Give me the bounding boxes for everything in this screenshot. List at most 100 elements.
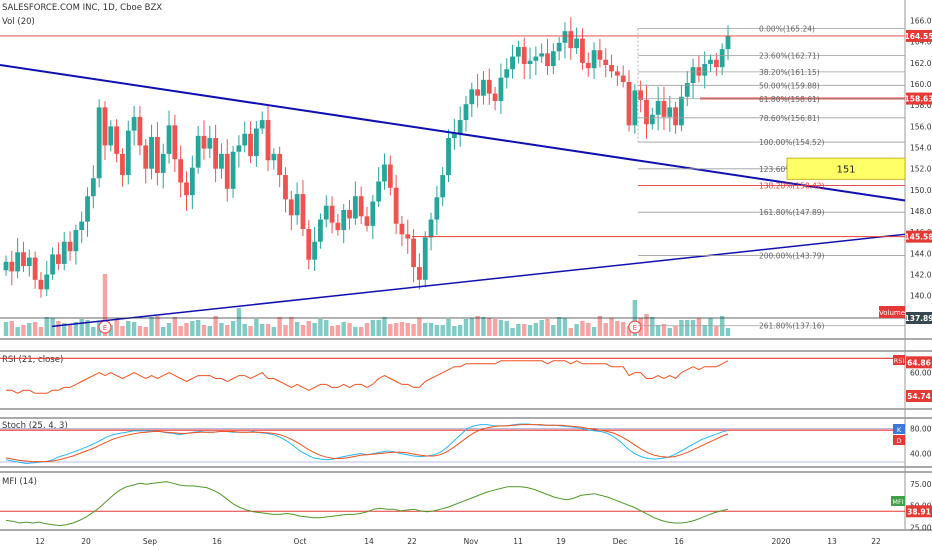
- candle-body: [428, 219, 434, 238]
- volume-bar: [102, 274, 108, 336]
- candle-body: [492, 93, 498, 101]
- volume-bar: [149, 317, 154, 336]
- volume-bar: [248, 326, 253, 336]
- candle-body: [102, 107, 108, 146]
- candle-body: [85, 196, 90, 222]
- time-tick-label: 22: [407, 537, 417, 546]
- volume-bar: [568, 328, 573, 336]
- candle-body: [696, 67, 702, 76]
- candle-body: [679, 96, 684, 126]
- candle-body: [690, 67, 696, 84]
- volume-bar: [469, 318, 475, 336]
- candle-body: [271, 153, 277, 161]
- candle-body: [719, 49, 725, 68]
- time-tick-label: 20: [81, 537, 91, 546]
- volume-bar: [242, 324, 247, 336]
- stoch-d-tag-bg: [893, 435, 905, 445]
- volume-bar: [161, 327, 166, 336]
- volume-bar: [131, 322, 137, 336]
- volume-bar: [236, 308, 242, 336]
- candle-body: [644, 99, 649, 125]
- stoch-k-tag-bg: [893, 424, 905, 434]
- candle-body: [451, 133, 457, 139]
- volume-bar: [207, 326, 212, 336]
- candle-body: [236, 145, 242, 152]
- candle-body: [358, 196, 364, 217]
- candle-body: [3, 261, 9, 271]
- candle-body: [79, 221, 85, 231]
- volume-bar: [358, 327, 364, 336]
- volume-bar: [714, 326, 719, 336]
- candle-body: [9, 261, 15, 272]
- fib-level-label: 38.20%(161.15): [759, 68, 820, 77]
- candle-body: [341, 209, 347, 231]
- price-tick-label: 162.00: [910, 59, 932, 68]
- mfi-tick: 25.00: [910, 523, 932, 532]
- candle-body: [446, 138, 451, 176]
- fib-level-label: 50.00%(159.88): [759, 81, 820, 90]
- volume-bar: [463, 319, 469, 336]
- fib-level-label: 200.00%(143.79): [759, 252, 825, 261]
- candle-body: [160, 153, 166, 173]
- price-tick-label: 140.00: [910, 292, 932, 301]
- candle-body: [550, 51, 556, 67]
- volume-bar: [9, 321, 15, 336]
- price-tick-label: 152.00: [910, 165, 932, 174]
- volume-bar: [498, 320, 504, 336]
- candle-body: [405, 234, 411, 239]
- volume-bar: [341, 322, 346, 336]
- rsi-value-upper-bg: [906, 356, 932, 369]
- volume-bar: [522, 324, 527, 336]
- volume-bar: [609, 318, 614, 336]
- candle-body: [347, 209, 352, 219]
- volume-bar: [178, 326, 183, 336]
- volume-bar: [708, 318, 713, 336]
- candle-body: [533, 56, 539, 61]
- fib-level-label: 23.60%(162.71): [759, 51, 820, 60]
- volume-bar: [230, 321, 236, 336]
- volume-bar: [225, 325, 230, 336]
- price-label-3: 137.89: [905, 314, 932, 323]
- candle-body: [527, 60, 533, 64]
- volume-bar: [289, 317, 294, 336]
- volume-bar: [324, 320, 329, 336]
- candle-body: [172, 125, 178, 160]
- volume-tag: Volume: [879, 309, 905, 317]
- candle-body: [184, 182, 189, 196]
- fib-level-label: 138.20%(150.42): [759, 181, 825, 190]
- candle-body: [114, 126, 120, 154]
- target-zone-label: 151: [836, 165, 855, 176]
- price-label-1: 158.63: [905, 95, 932, 104]
- candle-body: [539, 53, 545, 57]
- price-tick-label: 148.00: [910, 207, 932, 216]
- candle-body: [632, 90, 638, 126]
- stoch-k-tag: K: [897, 426, 902, 434]
- candle-body: [230, 151, 236, 189]
- candle-body: [318, 219, 323, 242]
- time-tick-label: Dec: [613, 537, 628, 546]
- earnings-marker-aug-text: E: [103, 324, 107, 332]
- volume-bar: [219, 323, 224, 336]
- volume-bar: [172, 317, 178, 336]
- candle-body: [510, 56, 515, 70]
- candle-body: [253, 128, 259, 157]
- volume-bar: [73, 322, 79, 336]
- volume-bar: [702, 325, 707, 336]
- fib-level-label: 100.00%(154.52): [759, 138, 825, 147]
- time-tick-label: 14: [364, 537, 374, 546]
- candle-body: [545, 53, 550, 67]
- chart-title: SALESFORCE.COM INC, 1D, Cboe BZX: [2, 3, 163, 13]
- candle-body: [38, 279, 44, 290]
- volume-bar: [44, 317, 49, 336]
- candle-body: [300, 194, 306, 230]
- volume-bar: [545, 319, 550, 336]
- price-tick-label: 156.00: [910, 122, 932, 131]
- candle-body: [399, 223, 405, 235]
- volume-bar: [393, 323, 399, 336]
- candle-body: [725, 35, 731, 50]
- fib-level-label: 261.80%(137.16): [759, 322, 825, 331]
- rsi-tag-bg: [893, 355, 905, 365]
- candle-body: [481, 79, 486, 96]
